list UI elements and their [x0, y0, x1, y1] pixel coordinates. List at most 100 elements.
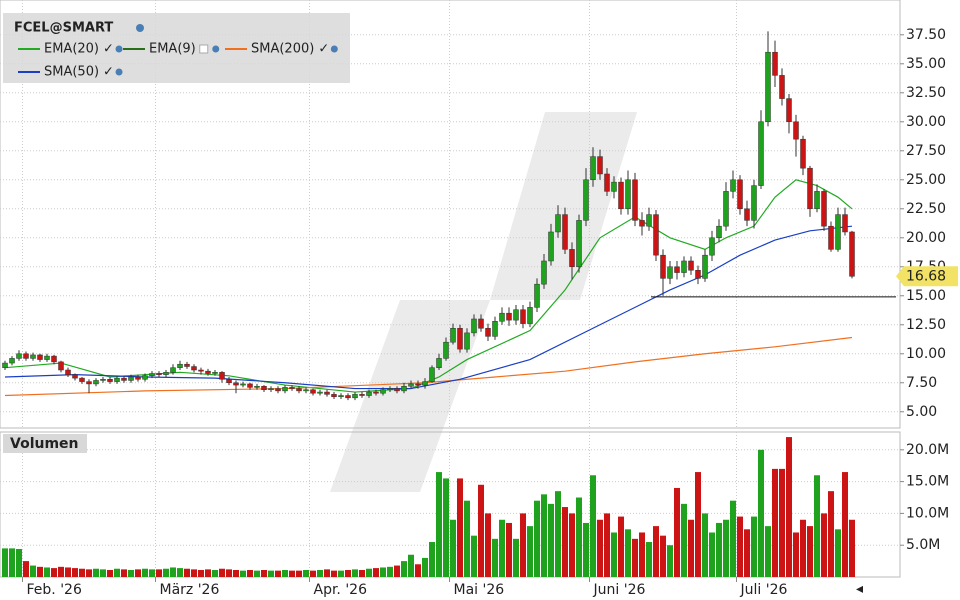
volume-bar	[226, 569, 232, 577]
chart-title: FCEL@SMART	[14, 21, 113, 36]
volume-bar	[30, 565, 36, 577]
y-tick-label: 15.0M	[906, 474, 949, 490]
volume-bar	[828, 491, 834, 577]
candle-body	[65, 369, 71, 375]
volume-bar	[492, 538, 498, 577]
candle-body	[443, 341, 449, 359]
candle-body	[233, 382, 239, 386]
y-tick-label: 10.00	[906, 346, 946, 362]
candle-body	[163, 372, 169, 375]
candle-body	[765, 51, 771, 123]
candle-body	[618, 181, 624, 210]
candle-body	[464, 332, 470, 350]
candle-body	[79, 377, 85, 382]
candle-body	[583, 179, 589, 221]
legend-check[interactable]: ✓	[318, 42, 329, 57]
volume-bar	[646, 542, 652, 577]
candle-body	[37, 354, 43, 360]
candle-body	[324, 391, 330, 395]
candle-body	[506, 312, 512, 321]
candle-body	[212, 372, 218, 374]
volume-bar	[814, 475, 820, 577]
volume-bar	[352, 569, 358, 577]
candle-body	[100, 379, 106, 381]
globe-icon	[136, 24, 144, 32]
candle-body	[128, 376, 134, 381]
x-tick-label: Mai '26	[454, 582, 505, 598]
candle-body	[121, 377, 127, 381]
y-tick-label: 5.0M	[906, 537, 940, 553]
candle-body	[247, 383, 253, 388]
candle-body	[828, 225, 834, 250]
volume-bar	[548, 503, 554, 577]
candle-body	[16, 353, 22, 359]
volume-bar	[135, 569, 141, 577]
volume-bar	[289, 570, 295, 577]
volume-bar	[275, 570, 281, 577]
candle-body	[576, 220, 582, 268]
volume-bar	[51, 568, 57, 577]
candle-body	[205, 370, 211, 374]
volume-bar	[800, 519, 806, 577]
candle-body	[387, 388, 393, 390]
candle-body	[331, 394, 337, 397]
legend-checkbox[interactable]	[199, 44, 209, 54]
legend-label: EMA(9)	[149, 42, 196, 57]
ma-line	[4, 336, 853, 397]
volume-bar	[408, 554, 414, 577]
volume-bar	[401, 561, 407, 577]
candle-body	[793, 121, 799, 140]
legend-check[interactable]: ✓	[103, 42, 114, 57]
volume-bar	[16, 549, 22, 577]
volume-bar	[758, 449, 764, 577]
volume-bar	[324, 569, 330, 577]
candle-body	[716, 225, 722, 239]
volume-bar	[170, 567, 176, 577]
legend-label: SMA(200)	[251, 42, 314, 57]
y-tick-label: 22.50	[906, 201, 946, 217]
candle-body	[723, 191, 729, 227]
candle-body	[807, 167, 813, 210]
volume-bar	[513, 538, 519, 577]
volume-bar	[478, 484, 484, 577]
volume-bar	[576, 497, 582, 577]
volume-bar	[632, 538, 638, 577]
candle-body	[527, 307, 533, 324]
candle-body	[30, 354, 36, 359]
candle-body	[191, 366, 197, 371]
legend-check[interactable]: ✓	[103, 65, 114, 80]
candle-body	[758, 121, 764, 186]
candle-body	[632, 179, 638, 221]
candle-body	[737, 179, 743, 210]
candle-body	[597, 156, 603, 175]
volume-bar	[366, 568, 372, 577]
volume-bar	[702, 513, 708, 577]
volume-bar	[247, 570, 253, 577]
candle-body	[849, 231, 855, 277]
candle-body	[534, 283, 540, 308]
volume-bar	[177, 568, 183, 577]
volume-bar	[772, 468, 778, 577]
candle-body	[548, 231, 554, 262]
volume-bar	[667, 545, 673, 577]
volume-bar	[296, 570, 302, 577]
candle-body	[394, 388, 400, 392]
volume-bar	[380, 567, 386, 577]
volume-bar	[387, 566, 393, 577]
volume-bar	[394, 565, 400, 577]
volume-bar	[716, 522, 722, 577]
volume-bar	[219, 568, 225, 577]
candle-body	[562, 214, 568, 250]
volume-bar	[345, 570, 351, 577]
candle-body	[177, 363, 183, 368]
candle-body	[135, 376, 141, 380]
y-tick-label: 5.00	[906, 404, 937, 420]
volume-bar	[58, 566, 64, 577]
volume-bar	[639, 532, 645, 577]
volume-bar	[44, 567, 50, 577]
volume-bar	[205, 569, 211, 577]
candle-body	[681, 260, 687, 273]
legend-icon	[330, 45, 338, 53]
scroll-arrow[interactable]: ◂	[856, 581, 863, 597]
volume-bar	[562, 507, 568, 577]
